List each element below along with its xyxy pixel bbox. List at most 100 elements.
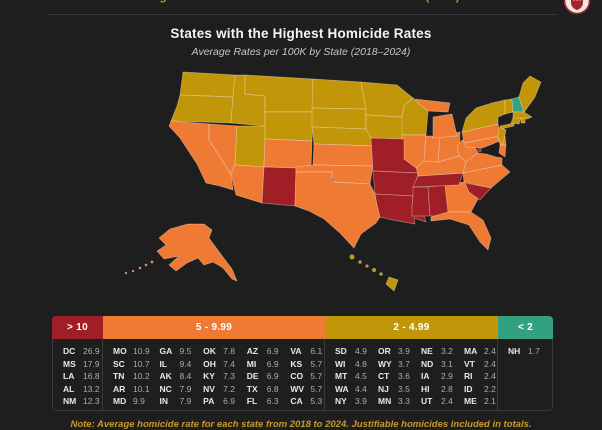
state-CT[interactable] <box>510 117 522 125</box>
state-code: ME <box>464 396 477 407</box>
state-AZ[interactable] <box>230 164 265 204</box>
state-AK-aleutians[interactable] <box>124 271 128 275</box>
state-value: 3.9 <box>398 346 410 356</box>
legend-column: NH 1.7 <box>498 346 552 409</box>
state-MA[interactable] <box>512 111 533 120</box>
legend-row: AR 10.1 <box>113 384 150 397</box>
legend-row: HI 2.8 <box>421 384 454 397</box>
state-value: 5.7 <box>310 358 323 369</box>
state-AK-aleutians[interactable] <box>144 263 148 267</box>
state-MI-upper[interactable] <box>414 98 451 113</box>
legend-row: MO 10.9 <box>113 346 150 359</box>
state-OR[interactable] <box>170 94 234 124</box>
us-choropleth-map <box>52 66 552 312</box>
state-WY[interactable] <box>264 111 314 142</box>
state-KS[interactable] <box>312 143 376 167</box>
state-value: 2.2 <box>484 383 496 394</box>
state-WA[interactable] <box>179 71 236 98</box>
legend-row: NV 7.2 <box>203 384 237 397</box>
state-value: 9.9 <box>133 396 145 407</box>
legend-row: IL 9.4 <box>160 359 194 372</box>
state-value: 5.3 <box>310 396 323 407</box>
state-code: GA <box>159 346 173 356</box>
state-AK[interactable] <box>156 223 238 282</box>
state-code: AL <box>63 383 75 394</box>
state-value: 7.9 <box>179 396 192 407</box>
state-value: 3.9 <box>355 396 367 407</box>
state-MD-shore[interactable] <box>498 144 507 158</box>
state-VT[interactable] <box>504 98 514 115</box>
legend-row: NH 1.7 <box>508 346 552 359</box>
state-value: 7.4 <box>223 358 235 369</box>
state-NM[interactable] <box>261 166 297 207</box>
state-DC[interactable] <box>477 147 482 153</box>
state-code: NV <box>203 383 215 394</box>
state-code: NJ <box>378 383 389 394</box>
state-AK-aleutians[interactable] <box>150 260 154 264</box>
state-TX[interactable] <box>294 171 381 249</box>
state-CO[interactable] <box>263 138 313 169</box>
state-NE[interactable] <box>311 126 376 147</box>
state-code: WA <box>335 383 349 394</box>
state-ME[interactable] <box>518 75 542 113</box>
legend-row: LA 16.8 <box>63 371 102 384</box>
state-RI[interactable] <box>520 117 526 124</box>
state-value: 8.4 <box>179 371 192 382</box>
state-value: 7.9 <box>179 383 192 394</box>
state-code: TX <box>246 383 258 394</box>
state-AK-aleutians[interactable] <box>131 269 135 273</box>
state-SD[interactable] <box>311 107 367 130</box>
logo-crest-icon <box>563 0 591 15</box>
legend-column: OR 3.9 WY 3.7 CT 3.6 NJ 3.5 MN 3.3 <box>368 346 411 409</box>
state-value: 12.3 <box>83 396 100 407</box>
legend-row: NM 12.3 <box>63 396 102 409</box>
state-HI-big-island[interactable] <box>385 276 399 292</box>
state-ND[interactable] <box>311 78 367 110</box>
state-code: MA <box>464 346 478 356</box>
legend-row: RI 2.4 <box>464 371 497 384</box>
legend-row: KS 5.7 <box>290 359 324 372</box>
legend-row: AK 8.4 <box>160 371 194 384</box>
state-code: SC <box>113 358 125 369</box>
state-code: OK <box>203 346 216 356</box>
state-MS[interactable] <box>411 186 431 217</box>
state-HI[interactable] <box>371 267 377 273</box>
site-logo[interactable] <box>563 0 591 15</box>
state-code: TN <box>113 371 125 382</box>
chart-title: States with the Highest Homicide Rates <box>170 26 432 41</box>
state-code: NM <box>63 396 77 407</box>
state-code: KS <box>290 358 303 369</box>
state-UT[interactable] <box>234 125 266 168</box>
legend-row: SD 4.9 <box>335 346 368 359</box>
state-value: 1.7 <box>528 346 540 356</box>
state-code: NC <box>159 383 172 394</box>
legend-row: VA 6.1 <box>290 346 324 359</box>
legend-row: NJ 3.5 <box>378 384 411 397</box>
state-code: KY <box>203 371 215 382</box>
state-VA[interactable] <box>462 152 503 174</box>
state-SC[interactable] <box>464 182 492 201</box>
state-AR[interactable] <box>372 170 419 197</box>
state-HI[interactable] <box>358 260 362 264</box>
legend-row: OK 7.8 <box>203 346 237 359</box>
state-value: 4.9 <box>355 346 367 356</box>
state-IN[interactable] <box>423 135 441 163</box>
state-NJ[interactable] <box>496 126 507 145</box>
state-HI[interactable] <box>365 264 369 268</box>
state-HI[interactable] <box>379 272 383 276</box>
state-HI[interactable] <box>349 254 355 260</box>
legend-section-1: > 10 DC 26.9 MS 17.9 LA 16.8 AL 13.2 NM 12.3 <box>52 316 103 411</box>
state-value: 10.1 <box>133 383 150 394</box>
legend-row: MD 9.9 <box>113 396 150 409</box>
state-value: 5.7 <box>310 371 323 382</box>
state-value: 10.2 <box>133 371 150 382</box>
state-NC[interactable] <box>462 164 511 189</box>
legend-row: MS 17.9 <box>63 359 102 372</box>
state-AK-aleutians[interactable] <box>138 266 142 270</box>
state-FL[interactable] <box>430 211 492 251</box>
state-MI[interactable] <box>432 113 458 139</box>
state-code: ID <box>464 383 473 394</box>
legend-body: DC 26.9 MS 17.9 LA 16.8 AL 13.2 NM 12.3 <box>52 339 103 411</box>
state-code: IN <box>159 396 169 407</box>
legend-row: AZ 6.9 <box>247 346 281 359</box>
